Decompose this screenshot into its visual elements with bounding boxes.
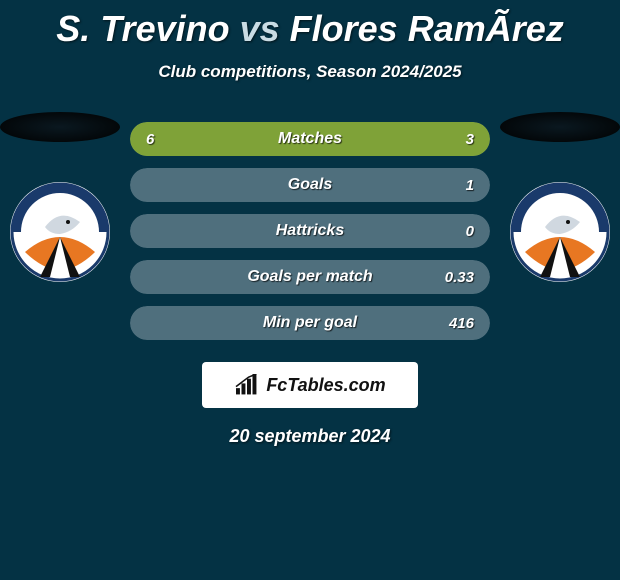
player2-name: Flores RamÃ­rez [290, 8, 564, 49]
player1-silhouette [0, 112, 120, 372]
player2-head-icon [500, 112, 620, 142]
stat-label: Hattricks [190, 222, 430, 240]
site-brand: FcTables.com [266, 375, 385, 396]
vs-text: vs [240, 8, 280, 49]
correcaminos-badge-icon [10, 182, 110, 282]
player2-club-badge [510, 182, 610, 282]
footer-date: 20 september 2024 [0, 426, 620, 447]
player2-silhouette [500, 112, 620, 372]
stat-value-left: 6 [130, 131, 190, 148]
stat-label: Matches [190, 130, 430, 148]
player1-head-icon [0, 112, 120, 142]
bar-chart-icon [234, 374, 260, 396]
stat-value-right: 1 [430, 177, 490, 194]
stat-row: 6Matches3 [130, 122, 490, 156]
stat-row: Goals1 [130, 168, 490, 202]
branding-box: FcTables.com [202, 362, 418, 408]
page-title: S. Trevino vs Flores RamÃ­rez [0, 0, 620, 50]
player1-club-badge [10, 182, 110, 282]
stat-value-right: 3 [430, 131, 490, 148]
stat-row: Goals per match0.33 [130, 260, 490, 294]
comparison-stage: 6Matches3 Goals1 Hattricks0 Goals per match… [0, 122, 620, 447]
stat-value-right: 0.33 [430, 269, 490, 286]
stat-rows: 6Matches3 Goals1 Hattricks0 Goals per match… [130, 122, 490, 340]
correcaminos-badge-icon [510, 182, 610, 282]
stat-label: Min per goal [190, 314, 430, 332]
stat-label: Goals [190, 176, 430, 194]
stat-label: Goals per match [190, 268, 430, 286]
stat-row: Hattricks0 [130, 214, 490, 248]
stat-value-right: 0 [430, 223, 490, 240]
stat-value-right: 416 [430, 315, 490, 332]
stat-row: Min per goal416 [130, 306, 490, 340]
subtitle: Club competitions, Season 2024/2025 [0, 62, 620, 82]
player1-name: S. Trevino [56, 8, 229, 49]
